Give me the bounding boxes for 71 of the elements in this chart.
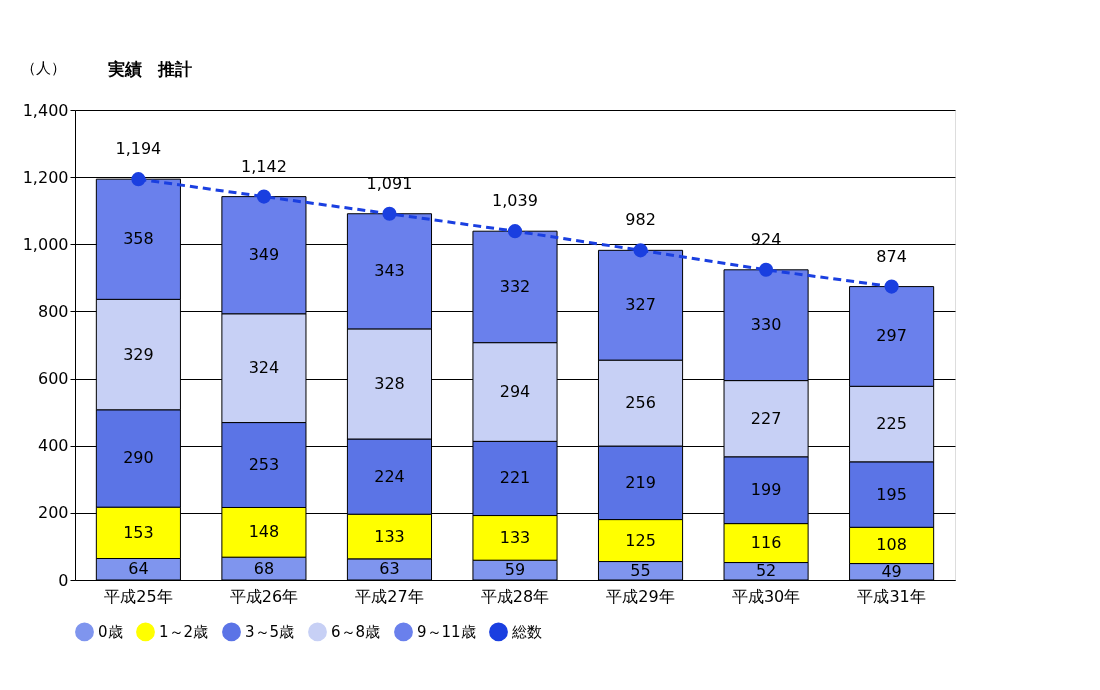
data-label: 59	[504, 560, 526, 580]
x-tick-label: 平成27年	[355, 586, 424, 606]
data-label: 55	[630, 560, 651, 580]
text: 実績	[106, 59, 142, 79]
x-tick-label: 平成28年	[480, 586, 550, 606]
data-label: 224	[374, 466, 405, 486]
y-tick-label: 800	[37, 301, 69, 321]
y-tick-label: 200	[37, 503, 69, 523]
text: 推計	[157, 59, 192, 79]
data-label: 225	[876, 414, 907, 434]
data-label: 148	[248, 522, 280, 542]
x-tick-label: 平成26年	[229, 586, 299, 606]
data-label: 297	[876, 326, 907, 346]
data-label: 290	[123, 448, 154, 468]
legend-label: 総数	[511, 622, 542, 641]
data-label: 1,142	[241, 156, 287, 176]
data-label: 64	[128, 559, 149, 579]
x-tick-label: 平成30年	[731, 586, 801, 606]
data-label: 133	[499, 527, 531, 547]
data-label: 219	[625, 472, 656, 492]
data-label: 116	[750, 533, 782, 553]
point	[633, 243, 648, 258]
x-tick-label: 平成29年	[606, 586, 675, 606]
point	[256, 189, 271, 204]
legend-label: 9～11歳	[417, 622, 476, 641]
y-axis-title: （人）	[20, 58, 66, 77]
point	[131, 172, 146, 187]
data-label: 327	[625, 295, 656, 315]
data-label: 195	[876, 484, 907, 504]
data-label: 329	[123, 344, 154, 364]
data-label: 199	[750, 480, 782, 500]
data-label: 227	[750, 408, 782, 428]
data-label: 328	[374, 373, 405, 393]
y-tick-label: 600	[37, 369, 69, 389]
data-label: 330	[750, 315, 782, 335]
data-label: 1,194	[115, 139, 162, 159]
data-label: 343	[374, 261, 405, 281]
data-label: 332	[499, 276, 531, 296]
y-tick-label: 1,400	[22, 100, 69, 120]
data-label: 358	[123, 229, 154, 249]
data-label: 349	[248, 245, 280, 265]
data-label: 221	[499, 468, 531, 488]
data-label: 68	[253, 558, 275, 578]
data-label: 256	[625, 393, 656, 413]
x-tick-label: 平成31年	[857, 586, 926, 606]
point	[759, 262, 774, 277]
legend-label: 1～2歳	[159, 622, 209, 641]
data-label: 253	[248, 455, 280, 475]
data-label: 63	[379, 559, 400, 579]
y-tick-label: 1,000	[22, 234, 69, 254]
data-label: 108	[876, 535, 907, 555]
point	[884, 279, 899, 294]
legend-label: 3～5歳	[245, 622, 295, 641]
data-label: 52	[755, 561, 777, 581]
data-label: 125	[625, 530, 656, 550]
legend-label: 0歳	[98, 622, 123, 641]
point	[382, 206, 397, 221]
y-tick-label: 400	[37, 436, 69, 456]
y-tick-label: 1,200	[22, 167, 69, 187]
legend-label: 6～8歳	[331, 622, 381, 641]
data-label: 294	[499, 382, 531, 401]
data-label: 153	[123, 522, 154, 542]
x-tick-label: 平成25年	[104, 586, 173, 606]
data-label: 1,039	[492, 191, 538, 211]
point	[507, 224, 523, 239]
data-label: 133	[374, 526, 405, 546]
data-label: 324	[248, 358, 280, 378]
data-label: 874	[876, 246, 907, 266]
y-tick-label: 0	[58, 570, 69, 590]
data-label: 982	[625, 210, 656, 230]
data-label: 49	[881, 561, 902, 581]
